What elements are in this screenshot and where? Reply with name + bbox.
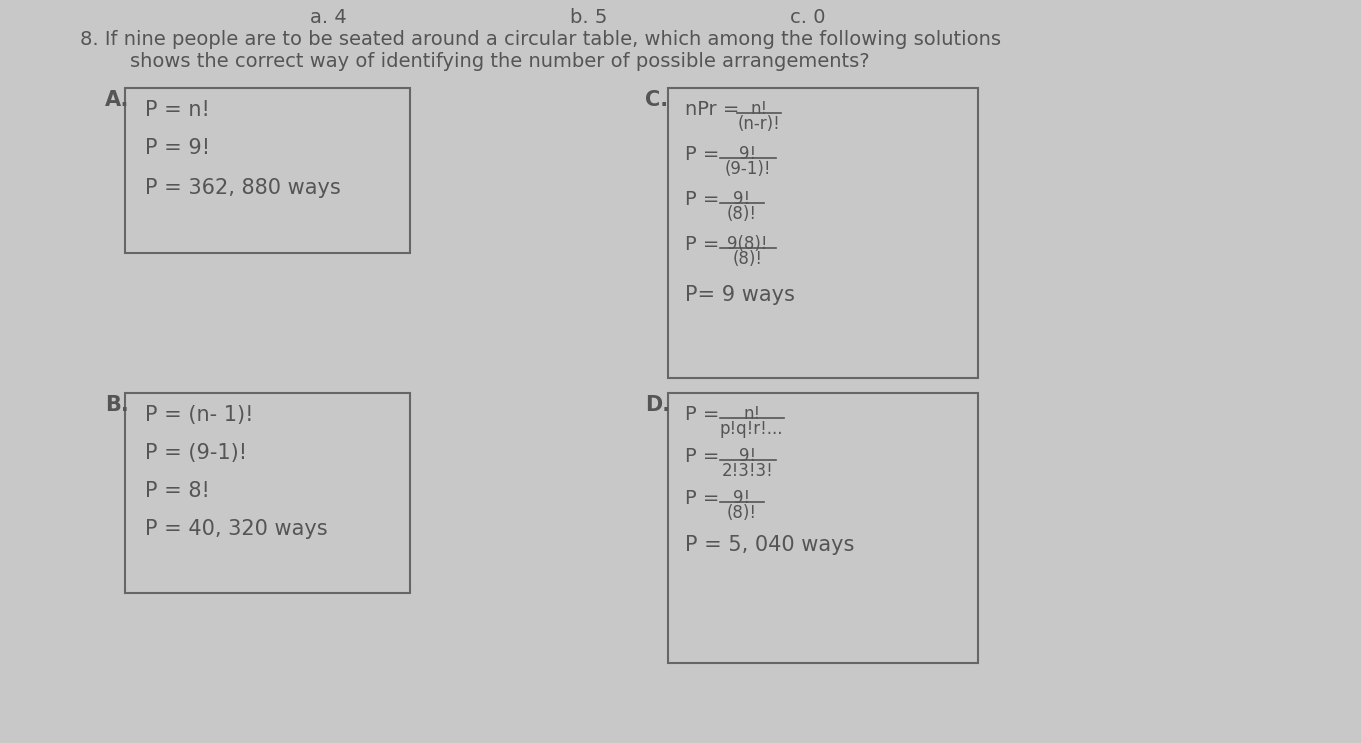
Text: (9-1)!: (9-1)! <box>724 160 770 178</box>
Text: 9!: 9! <box>739 447 757 465</box>
Text: 9!: 9! <box>739 145 757 163</box>
Text: D.: D. <box>645 395 670 415</box>
Text: P = 362, 880 ways: P = 362, 880 ways <box>146 178 340 198</box>
Text: B.: B. <box>105 395 129 415</box>
Text: P =: P = <box>685 190 725 209</box>
Text: P = (n- 1)!: P = (n- 1)! <box>146 405 253 425</box>
Text: 2!3!3!: 2!3!3! <box>721 462 773 480</box>
Text: A.: A. <box>105 90 129 110</box>
Text: P =: P = <box>685 405 725 424</box>
Text: P = 40, 320 ways: P = 40, 320 ways <box>146 519 328 539</box>
Text: P = (9-1)!: P = (9-1)! <box>146 443 248 463</box>
Text: (8)!: (8)! <box>727 205 757 224</box>
Text: P =: P = <box>685 489 725 508</box>
Text: 9(8)!: 9(8)! <box>728 235 768 253</box>
Text: P = 9!: P = 9! <box>146 138 210 158</box>
Text: b. 5: b. 5 <box>570 8 607 27</box>
Text: P = 8!: P = 8! <box>146 481 210 501</box>
Text: (8)!: (8)! <box>727 504 757 522</box>
Text: n!: n! <box>743 405 761 423</box>
Text: 8. If nine people are to be seated around a circular table, which among the foll: 8. If nine people are to be seated aroun… <box>80 30 1000 49</box>
Text: P = n!: P = n! <box>146 100 210 120</box>
Text: c. 0: c. 0 <box>789 8 826 27</box>
Text: (n-r)!: (n-r)! <box>738 115 780 133</box>
Text: p!q!r!...: p!q!r!... <box>720 421 784 438</box>
Text: P= 9 ways: P= 9 ways <box>685 285 795 305</box>
Text: P =: P = <box>685 235 725 254</box>
Text: P =: P = <box>685 447 725 466</box>
Text: C.: C. <box>645 90 668 110</box>
Text: nPr =: nPr = <box>685 100 746 119</box>
Text: shows the correct way of identifying the number of possible arrangements?: shows the correct way of identifying the… <box>80 52 870 71</box>
Text: a. 4: a. 4 <box>310 8 347 27</box>
Text: P = 5, 040 ways: P = 5, 040 ways <box>685 535 855 555</box>
Text: (8)!: (8)! <box>732 250 762 268</box>
Text: 9!: 9! <box>734 489 750 507</box>
Text: 9!: 9! <box>734 190 750 208</box>
Text: P =: P = <box>685 145 725 164</box>
Text: n!: n! <box>750 100 768 118</box>
